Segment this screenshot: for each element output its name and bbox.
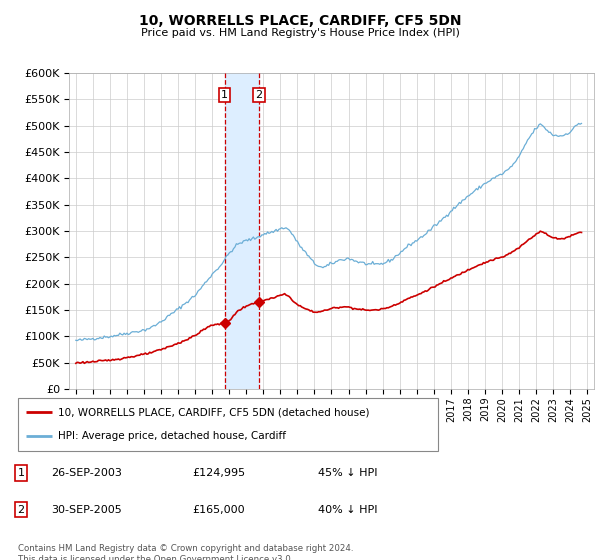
Text: 1: 1 <box>221 90 228 100</box>
Text: 30-SEP-2005: 30-SEP-2005 <box>51 505 122 515</box>
Text: 1: 1 <box>17 468 25 478</box>
Text: £124,995: £124,995 <box>192 468 245 478</box>
Text: 26-SEP-2003: 26-SEP-2003 <box>51 468 122 478</box>
Text: 10, WORRELLS PLACE, CARDIFF, CF5 5DN (detached house): 10, WORRELLS PLACE, CARDIFF, CF5 5DN (de… <box>58 408 370 418</box>
Text: 10, WORRELLS PLACE, CARDIFF, CF5 5DN: 10, WORRELLS PLACE, CARDIFF, CF5 5DN <box>139 14 461 28</box>
Text: 45% ↓ HPI: 45% ↓ HPI <box>318 468 377 478</box>
Text: HPI: Average price, detached house, Cardiff: HPI: Average price, detached house, Card… <box>58 431 286 441</box>
FancyBboxPatch shape <box>18 398 438 451</box>
Text: £165,000: £165,000 <box>192 505 245 515</box>
Bar <box>224 73 259 389</box>
Text: Contains HM Land Registry data © Crown copyright and database right 2024.
This d: Contains HM Land Registry data © Crown c… <box>18 544 353 560</box>
Text: 2: 2 <box>256 90 263 100</box>
Text: 40% ↓ HPI: 40% ↓ HPI <box>318 505 377 515</box>
Text: Price paid vs. HM Land Registry's House Price Index (HPI): Price paid vs. HM Land Registry's House … <box>140 28 460 38</box>
Text: 2: 2 <box>17 505 25 515</box>
